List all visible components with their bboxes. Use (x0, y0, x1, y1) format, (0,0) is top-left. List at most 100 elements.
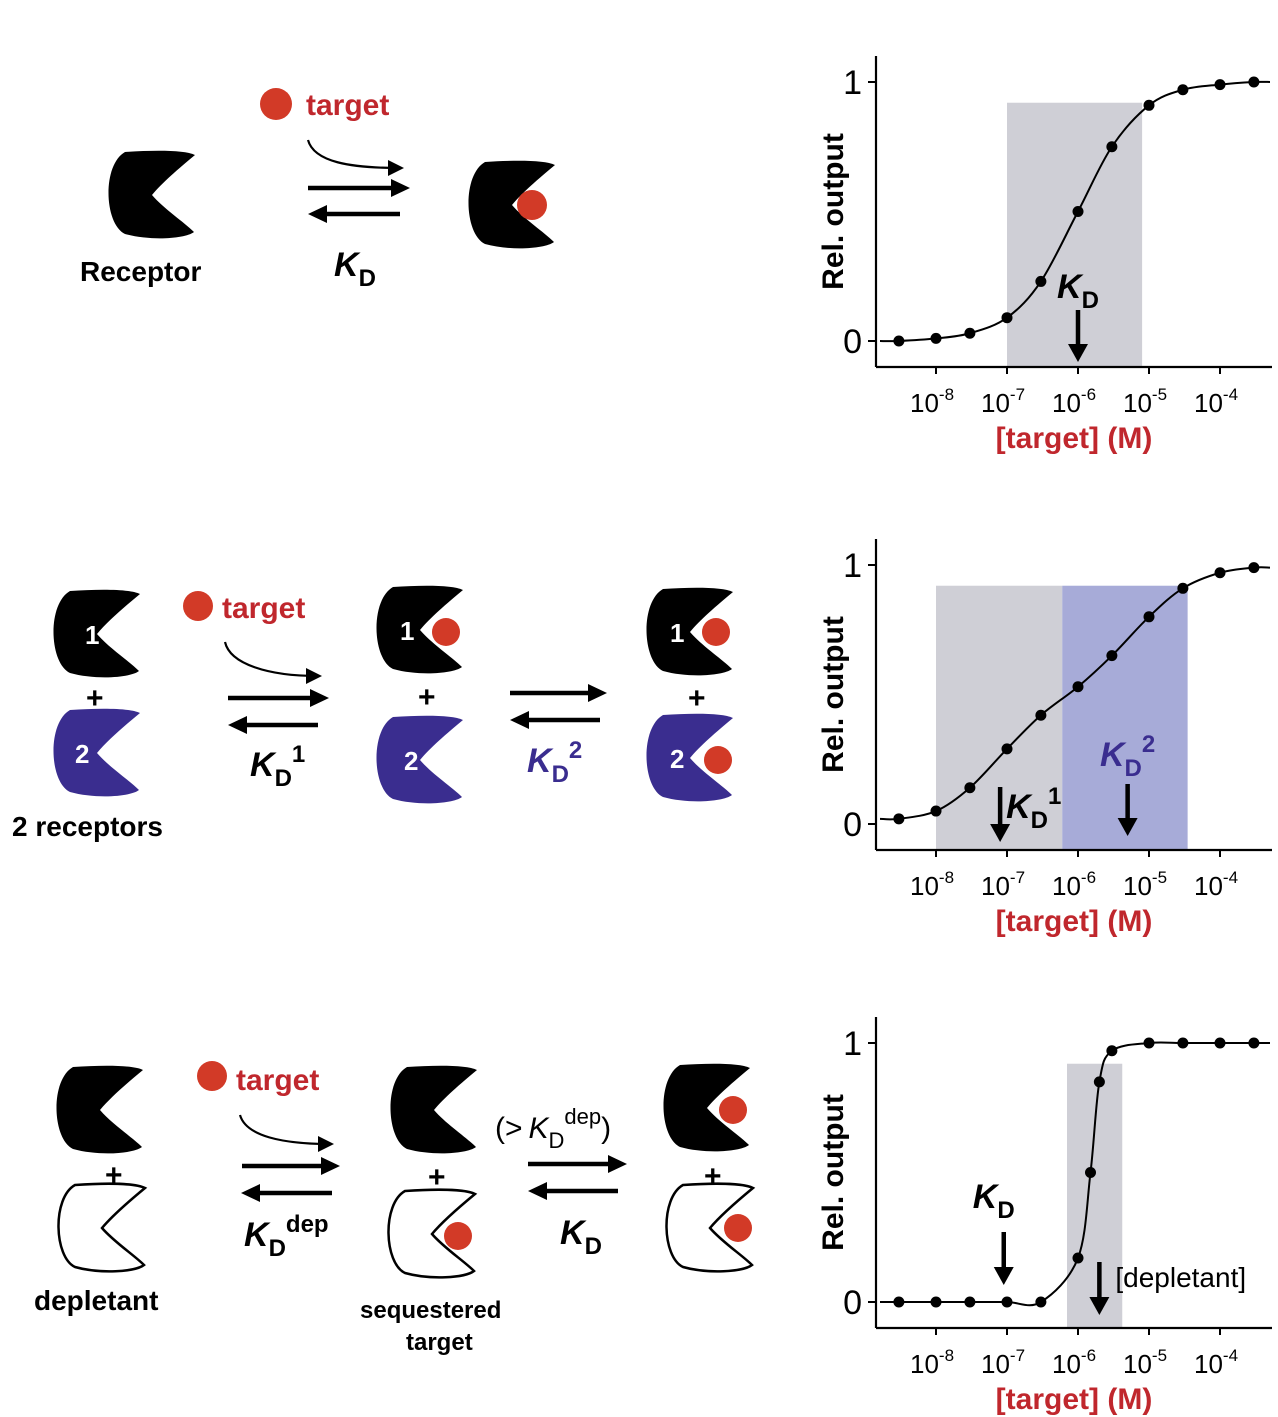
data-point (1177, 582, 1189, 594)
annotation-label: [depletant] (1115, 1262, 1246, 1293)
y-axis-label: Rel. output (817, 1094, 850, 1251)
data-point (1072, 206, 1084, 217)
kddep-label: KDdep (244, 1211, 329, 1262)
kd2-label: KD2 (527, 737, 582, 788)
annotation-arrowhead (990, 824, 1011, 842)
chart-3: 0 1 10-8 10-7 10-6 10-5 10-4 [target] (M) Rel. o… (817, 1017, 1272, 1416)
data-point (964, 327, 976, 339)
data-point (1072, 681, 1084, 693)
sequestered-label-line2: target (406, 1329, 473, 1356)
data-point (1001, 312, 1013, 324)
data-point (893, 1296, 905, 1308)
y-tick-label: 0 (843, 806, 862, 844)
annotation-label: KD (973, 1178, 1015, 1224)
data-point (1248, 76, 1260, 88)
x-tick-label: 10-6 (1052, 1346, 1096, 1379)
annotation-arrowhead (1089, 1297, 1110, 1315)
binding-arrows-2 (528, 1155, 627, 1200)
x-tick-label: 10-5 (1123, 385, 1167, 418)
data-point (1248, 562, 1260, 574)
y-tick-label: 1 (843, 64, 862, 102)
svg-text:2: 2 (670, 744, 684, 774)
x-tick-label: 10-8 (910, 868, 954, 901)
receptor-shape (390, 1065, 477, 1154)
bound-target-icon (702, 618, 730, 646)
bound-receptor1-shape: 1 (646, 587, 733, 676)
y-tick-label: 0 (843, 1284, 862, 1322)
x-tick-label: 10-6 (1052, 868, 1096, 901)
data-point (1214, 79, 1226, 91)
receptor-label: Receptor (80, 256, 201, 287)
svg-text:1: 1 (400, 616, 414, 646)
data-point (1143, 611, 1155, 623)
row3-scheme: + depletant target KDdep + sequestered t… (34, 1061, 755, 1356)
data-point (1093, 1076, 1105, 1088)
sequestered-label-line1: sequestered (360, 1297, 501, 1324)
data-point (1085, 1167, 1097, 1178)
bound-receptor-shape (468, 160, 555, 249)
data-point (1035, 709, 1047, 721)
plus-sign: + (428, 1161, 446, 1194)
bound-receptor1-shape: 1 (376, 585, 463, 674)
y-tick-label: 1 (843, 547, 862, 585)
annotation-arrowhead (993, 1267, 1014, 1285)
bound-target-icon (704, 746, 732, 774)
kd1-label: KD1 (250, 741, 305, 792)
x-tick-label: 10-7 (981, 868, 1025, 901)
target-dot-icon (197, 1061, 227, 1091)
bound-receptor2-shape: 2 (646, 713, 733, 802)
x-axis-label: [target] (M) (996, 1383, 1153, 1416)
y-tick-label: 1 (843, 1025, 862, 1063)
svg-text:2: 2 (75, 739, 89, 769)
annotation-arrowhead (1068, 344, 1088, 362)
sequestered-depletant-shape (387, 1188, 477, 1279)
target-label: target (306, 89, 389, 122)
chart-1: 0 1 10-8 10-7 10-6 10-5 10-4 [target] (M) Rel. o… (817, 56, 1272, 455)
data-point (1035, 1296, 1047, 1308)
x-tick-label: 10-6 (1052, 385, 1096, 418)
receptors-label: 2 receptors (12, 811, 163, 842)
x-tick-label: 10-5 (1123, 868, 1167, 901)
annotation-label: KD2 (1100, 731, 1155, 782)
binding-arrows (306, 139, 410, 223)
data-point (1106, 1045, 1118, 1057)
row2-scheme: 1 + 2 2 receptors target KD1 1 + 2 (12, 585, 733, 842)
binding-arrows-1 (223, 641, 329, 734)
x-tick-label: 10-4 (1194, 868, 1238, 901)
x-axis-label: [target] (M) (996, 905, 1153, 938)
target-dot-icon (260, 88, 292, 120)
sequestered-target-icon (444, 1222, 472, 1250)
binding-arrows-2 (510, 684, 607, 729)
receptor1-shape: 1 (53, 589, 140, 678)
plus-sign: + (86, 682, 104, 715)
condition-label: (> KDdep) (495, 1104, 611, 1153)
data-point (1177, 1037, 1189, 1049)
data-point (1001, 1296, 1013, 1308)
y-axis-label: Rel. output (817, 133, 850, 290)
data-point (1035, 275, 1047, 287)
charts: 0 1 10-8 10-7 10-6 10-5 10-4 [target] (M) Rel. o… (817, 56, 1272, 1416)
x-tick-label: 10-8 (910, 385, 954, 418)
bound-receptor-shape (663, 1063, 750, 1152)
shaded-region-gray (1007, 102, 1143, 366)
bound-target-icon (719, 1096, 747, 1124)
binding-arrows-1 (238, 1114, 340, 1202)
kd-label: KD (334, 246, 376, 292)
data-point (893, 813, 905, 825)
data-point (930, 805, 942, 817)
data-point (930, 1296, 942, 1308)
data-point (964, 1296, 976, 1308)
receptor2-shape: 2 (53, 708, 140, 797)
data-point (1106, 650, 1118, 662)
data-point (893, 335, 905, 347)
bound-target-icon (432, 618, 460, 646)
data-point (1214, 567, 1226, 579)
plus-sign: + (688, 682, 706, 715)
data-point (1143, 1037, 1155, 1049)
chart-2: 0 1 10-8 10-7 10-6 10-5 10-4 [target] (M) Rel. o… (817, 539, 1272, 938)
y-axis-label: Rel. output (817, 616, 850, 773)
x-tick-label: 10-5 (1123, 1346, 1167, 1379)
target-dot-icon (183, 591, 213, 621)
data-point (1001, 743, 1013, 755)
y-tick-label: 0 (843, 323, 862, 361)
